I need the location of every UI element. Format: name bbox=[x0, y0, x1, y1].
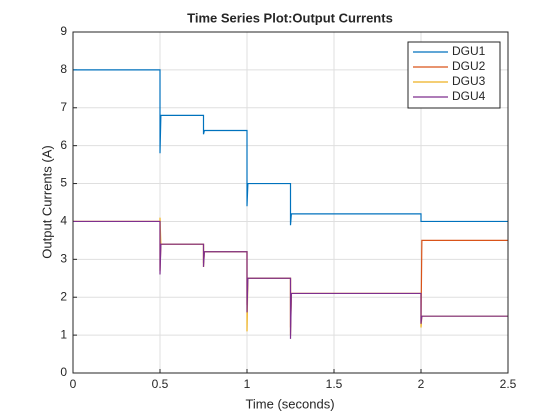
y-tick-label: 9 bbox=[60, 24, 67, 38]
series-line bbox=[73, 220, 508, 339]
y-tick-label: 8 bbox=[60, 62, 67, 76]
x-tick-label: 0.5 bbox=[152, 377, 169, 391]
y-tick-label: 0 bbox=[60, 365, 67, 379]
y-tick-label: 1 bbox=[60, 327, 67, 341]
legend-label: DGU1 bbox=[452, 44, 486, 58]
series-line bbox=[73, 69, 508, 226]
x-tick-label: 2.5 bbox=[500, 377, 517, 391]
x-tick-label: 1 bbox=[244, 377, 251, 391]
x-tick-label: 1.5 bbox=[326, 377, 343, 391]
y-tick-label: 2 bbox=[60, 289, 67, 303]
y-tick-label: 5 bbox=[60, 176, 67, 190]
y-tick-label: 7 bbox=[60, 100, 67, 114]
legend-label: DGU2 bbox=[452, 59, 486, 73]
y-tick-label: 3 bbox=[60, 252, 67, 266]
y-axis-label: Output Currents (A) bbox=[39, 145, 54, 258]
x-tick-label: 0 bbox=[70, 377, 77, 391]
legend-label: DGU4 bbox=[452, 89, 486, 103]
y-tick-label: 6 bbox=[60, 138, 67, 152]
legend-label: DGU3 bbox=[452, 74, 486, 88]
axes-box bbox=[72, 31, 509, 374]
x-axis-label: Time (seconds) bbox=[245, 396, 334, 411]
chart-title: Time Series Plot:Output Currents bbox=[187, 10, 393, 25]
x-tick-label: 2 bbox=[418, 377, 425, 391]
y-tick-label: 4 bbox=[60, 214, 67, 228]
